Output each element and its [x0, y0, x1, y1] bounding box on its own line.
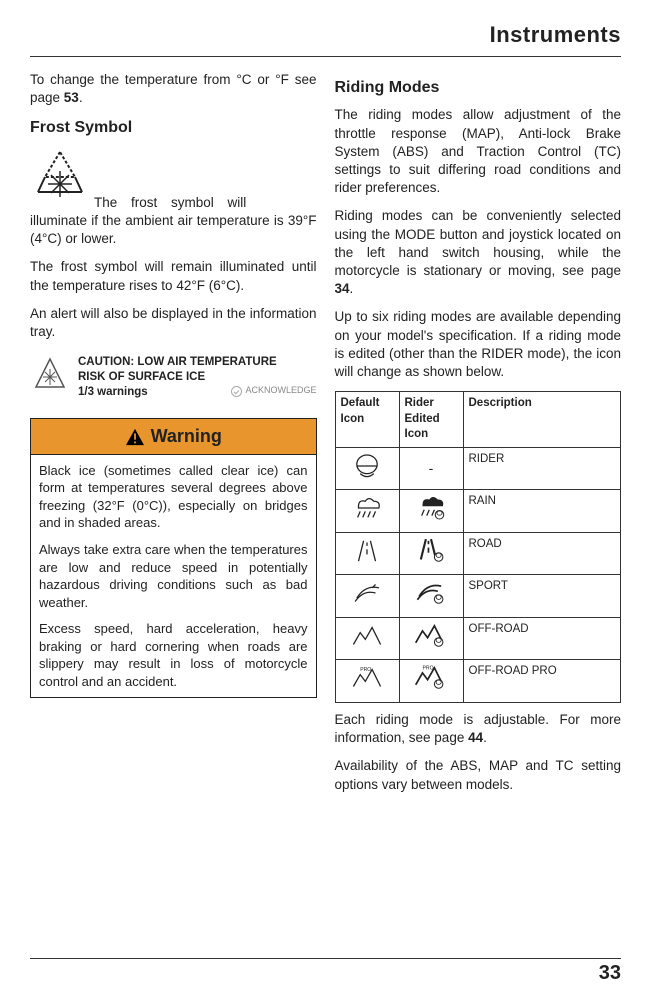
- offroad-default-icon: [335, 617, 399, 660]
- frost-p3: An alert will also be displayed in the i…: [30, 305, 317, 341]
- ack-text: ACKNOWLEDGE: [245, 385, 316, 397]
- road-edited-icon: [399, 532, 463, 575]
- rider-default-icon: [335, 447, 399, 490]
- rider-desc: RIDER: [463, 447, 621, 490]
- offroad-edited-icon: [399, 617, 463, 660]
- offroadpro-desc: OFF-ROAD PRO: [463, 660, 621, 703]
- intro-suffix: .: [79, 90, 83, 105]
- check-icon: [231, 386, 242, 397]
- rm-p1: The riding modes allow adjustment of the…: [335, 106, 622, 197]
- acknowledge-badge: ACKNOWLEDGE: [231, 385, 316, 397]
- warning-triangle-icon: [125, 428, 145, 446]
- warn-p1: Black ice (sometimes called clear ice) c…: [39, 462, 308, 532]
- sport-default-icon: [335, 575, 399, 618]
- caution-alert: CAUTION: LOW AIR TEMPERATURE RISK OF SUR…: [30, 355, 317, 400]
- rm-p2a: Riding modes can be conveniently selecte…: [335, 208, 622, 278]
- th-edited-icon: Rider Edited Icon: [399, 392, 463, 448]
- frost-heading: Frost Symbol: [30, 117, 317, 139]
- svg-text:PRO: PRO: [360, 668, 371, 674]
- footer-rule: [30, 958, 621, 959]
- rm-p4b: .: [483, 730, 487, 745]
- frost-symbol-block: The frost symbol will: [30, 147, 317, 212]
- table-row: RAIN: [335, 490, 621, 533]
- caution-line1: CAUTION: LOW AIR TEMPERATURE: [78, 355, 317, 370]
- th-description: Description: [463, 392, 621, 448]
- table-row: ROAD: [335, 532, 621, 575]
- caution-text: CAUTION: LOW AIR TEMPERATURE RISK OF SUR…: [78, 355, 317, 400]
- riding-modes-table: Default Icon Rider Edited Icon Descripti…: [335, 391, 622, 703]
- left-column: To change the temperature from °C or °F …: [30, 71, 317, 804]
- warning-label: Warning: [151, 424, 222, 448]
- rider-edited-icon: -: [399, 447, 463, 490]
- page-ref-34: 34: [335, 281, 350, 296]
- header-rule: [30, 56, 621, 57]
- rain-edited-icon: [399, 490, 463, 533]
- table-row: - RIDER: [335, 447, 621, 490]
- rain-default-icon: [335, 490, 399, 533]
- rm-p5: Availability of the ABS, MAP and TC sett…: [335, 757, 622, 793]
- frost-p1: illuminate if the ambient air temperatur…: [30, 212, 317, 248]
- table-row: PRO PRO OFF-ROAD PRO: [335, 660, 621, 703]
- caution-line3: 1/3 warnings: [78, 386, 148, 398]
- frost-inline-text: The frost symbol will: [94, 194, 246, 212]
- page-number: 33: [599, 960, 621, 987]
- offroad-desc: OFF-ROAD: [463, 617, 621, 660]
- two-column-layout: To change the temperature from °C or °F …: [30, 71, 621, 804]
- warning-header: Warning: [31, 419, 316, 454]
- offroadpro-edited-icon: PRO: [399, 660, 463, 703]
- warning-box: Warning Black ice (sometimes called clea…: [30, 418, 317, 698]
- warning-body: Black ice (sometimes called clear ice) c…: [31, 455, 316, 698]
- rm-p4: Each riding mode is adjustable. For more…: [335, 711, 622, 747]
- table-header-row: Default Icon Rider Edited Icon Descripti…: [335, 392, 621, 448]
- table-row: SPORT: [335, 575, 621, 618]
- th-default-icon: Default Icon: [335, 392, 399, 448]
- sport-desc: SPORT: [463, 575, 621, 618]
- frost-line1: The frost symbol will: [94, 195, 246, 210]
- riding-modes-heading: Riding Modes: [335, 77, 622, 99]
- frost-icon: [30, 147, 94, 212]
- frost-p2: The frost symbol will remain illuminated…: [30, 258, 317, 294]
- caution-line2: RISK OF SURFACE ICE: [78, 370, 317, 385]
- road-desc: ROAD: [463, 532, 621, 575]
- section-header: Instruments: [30, 20, 621, 50]
- frost-mini-icon: [30, 355, 70, 400]
- offroadpro-default-icon: PRO: [335, 660, 399, 703]
- warn-p3: Excess speed, hard acceleration, heavy b…: [39, 620, 308, 690]
- svg-text:PRO: PRO: [423, 666, 434, 672]
- sport-edited-icon: [399, 575, 463, 618]
- warn-p2: Always take extra care when the temperat…: [39, 541, 308, 611]
- intro-para: To change the temperature from °C or °F …: [30, 71, 317, 107]
- table-row: OFF-ROAD: [335, 617, 621, 660]
- rain-desc: RAIN: [463, 490, 621, 533]
- rm-p2: Riding modes can be conveniently selecte…: [335, 207, 622, 298]
- page-ref-44: 44: [468, 730, 483, 745]
- rm-p2b: .: [350, 281, 354, 296]
- right-column: Riding Modes The riding modes allow adju…: [335, 71, 622, 804]
- page-ref-53: 53: [64, 90, 79, 105]
- rm-p3: Up to six riding modes are available dep…: [335, 308, 622, 381]
- road-default-icon: [335, 532, 399, 575]
- caution-line3-row: 1/3 warnings ACKNOWLEDGE: [78, 385, 317, 400]
